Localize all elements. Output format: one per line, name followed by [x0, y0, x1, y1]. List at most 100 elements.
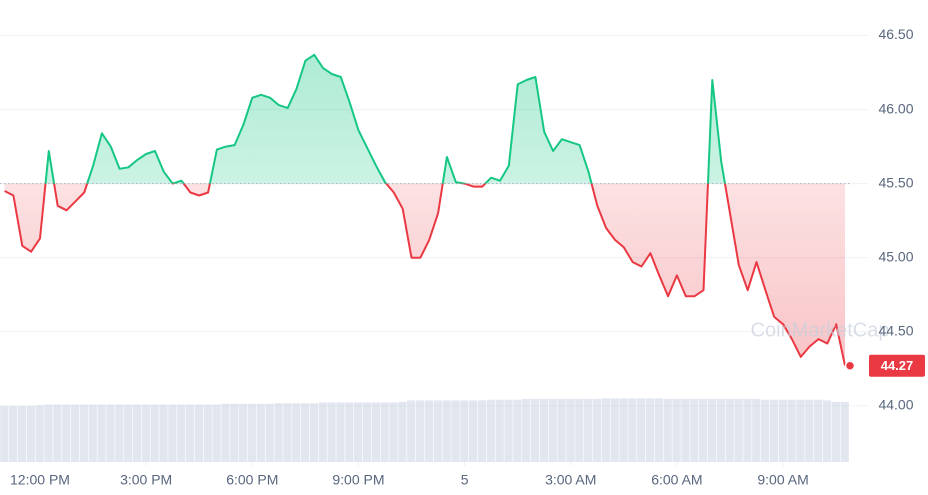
- volume-bar: [283, 403, 292, 462]
- volume-bar: [97, 404, 106, 462]
- volume-bar: [628, 398, 637, 462]
- volume-bar: [663, 399, 672, 462]
- volume-bar: [124, 404, 133, 462]
- volume-bar: [115, 404, 124, 462]
- volume-bar: [787, 399, 796, 462]
- volume-bar: [769, 399, 779, 462]
- volume-bar: [247, 403, 257, 462]
- volume-bar: [9, 406, 18, 462]
- volume-bar: [256, 403, 265, 462]
- volume-bar: [239, 403, 248, 462]
- x-tick-label: 3:00 AM: [545, 472, 596, 488]
- volume-bar: [601, 398, 610, 462]
- volume-bar: [495, 399, 504, 462]
- volume-bar: [442, 400, 451, 462]
- volume-bar: [168, 404, 177, 462]
- volume-bar: [132, 404, 142, 462]
- volume-bar: [309, 403, 319, 462]
- volume-bar: [79, 404, 89, 462]
- volume-bar: [185, 404, 195, 462]
- volume-bar: [637, 398, 646, 462]
- volume-bar: [610, 398, 619, 462]
- x-tick-label: 9:00 AM: [757, 472, 808, 488]
- volume-bar: [203, 404, 212, 462]
- volume-bar: [575, 399, 584, 462]
- volume-bar: [265, 403, 274, 462]
- price-badge-label: 44.27: [881, 358, 914, 373]
- volume-bar: [522, 399, 531, 462]
- volume-bar: [26, 406, 35, 462]
- volume-bar: [725, 399, 734, 462]
- volume-bar: [752, 399, 761, 462]
- volume-bar: [716, 399, 725, 462]
- price-line-up: [44, 53, 726, 184]
- volume-bar: [619, 398, 628, 462]
- volume-bar: [584, 399, 593, 462]
- volume-bar: [433, 400, 442, 462]
- volume-bar: [150, 404, 159, 462]
- volume-bar: [106, 404, 115, 462]
- y-tick-label: 45.00: [878, 248, 913, 264]
- volume-bar: [822, 400, 832, 462]
- volume-bar: [504, 399, 513, 462]
- volume-bar: [318, 402, 327, 462]
- volume-bar: [292, 403, 301, 462]
- watermark: CoinMarketCap: [751, 319, 890, 341]
- volume-bar: [300, 403, 310, 462]
- volume-bar: [389, 402, 398, 462]
- x-tick-label: 6:00 PM: [226, 472, 278, 488]
- volume-bar: [530, 399, 540, 462]
- volume-bar: [371, 402, 380, 462]
- volume-bar: [477, 400, 487, 462]
- volume-bar: [70, 404, 80, 462]
- volume-bar: [831, 401, 840, 462]
- volume-bar: [44, 404, 53, 462]
- volume-bar: [654, 398, 664, 462]
- y-tick-label: 46.50: [878, 26, 913, 42]
- current-dot: [844, 360, 856, 371]
- volume-bar: [840, 401, 849, 462]
- volume-bar: [274, 403, 283, 462]
- volume-bar: [814, 399, 823, 462]
- volume-bar: [513, 399, 522, 462]
- price-line-down: [4, 183, 846, 366]
- volume-bar: [592, 399, 602, 462]
- x-tick-label: 9:00 PM: [332, 472, 384, 488]
- volume-bar: [62, 404, 71, 462]
- volume-bar: [760, 399, 770, 462]
- volume-bar: [415, 400, 425, 462]
- volume-bar: [230, 403, 239, 462]
- volume-bar: [159, 404, 168, 462]
- volume-bar: [35, 405, 44, 462]
- volume-bar: [424, 400, 434, 462]
- volume-bar: [486, 399, 495, 462]
- volume-bar: [53, 404, 62, 462]
- volume-bar: [336, 402, 345, 462]
- volume-bar: [796, 399, 805, 462]
- volume-bar: [469, 400, 478, 462]
- volume-bar: [407, 400, 416, 462]
- foreground-layer: 44.00 44.50 45.00 45.50 46.00 46.50 12:00 PM 3:…: [10, 26, 925, 488]
- volume-bar: [539, 399, 549, 462]
- y-tick-label: 44.50: [878, 322, 913, 338]
- x-tick-label: 5: [461, 472, 469, 488]
- volume-bar: [398, 401, 407, 462]
- background-layer: [0, 35, 868, 466]
- volume-bar: [327, 402, 336, 462]
- volume-bar: [362, 402, 372, 462]
- volume-bar: [88, 404, 97, 462]
- volume-bar: [380, 402, 389, 462]
- x-tick-label: 3:00 PM: [120, 472, 172, 488]
- volume-bar: [778, 399, 787, 462]
- volume-bar: [645, 398, 655, 462]
- volume-bar: [345, 402, 354, 462]
- y-tick-label: 46.00: [878, 100, 913, 116]
- volume-bar: [354, 402, 363, 462]
- volume-bar: [690, 399, 699, 462]
- volume-bar: [460, 400, 469, 462]
- volume-bar: [177, 404, 186, 462]
- x-tick-label: 12:00 PM: [10, 472, 70, 488]
- area-down: [4, 183, 845, 366]
- volume-bar: [699, 399, 708, 462]
- volume-bar: [734, 399, 743, 462]
